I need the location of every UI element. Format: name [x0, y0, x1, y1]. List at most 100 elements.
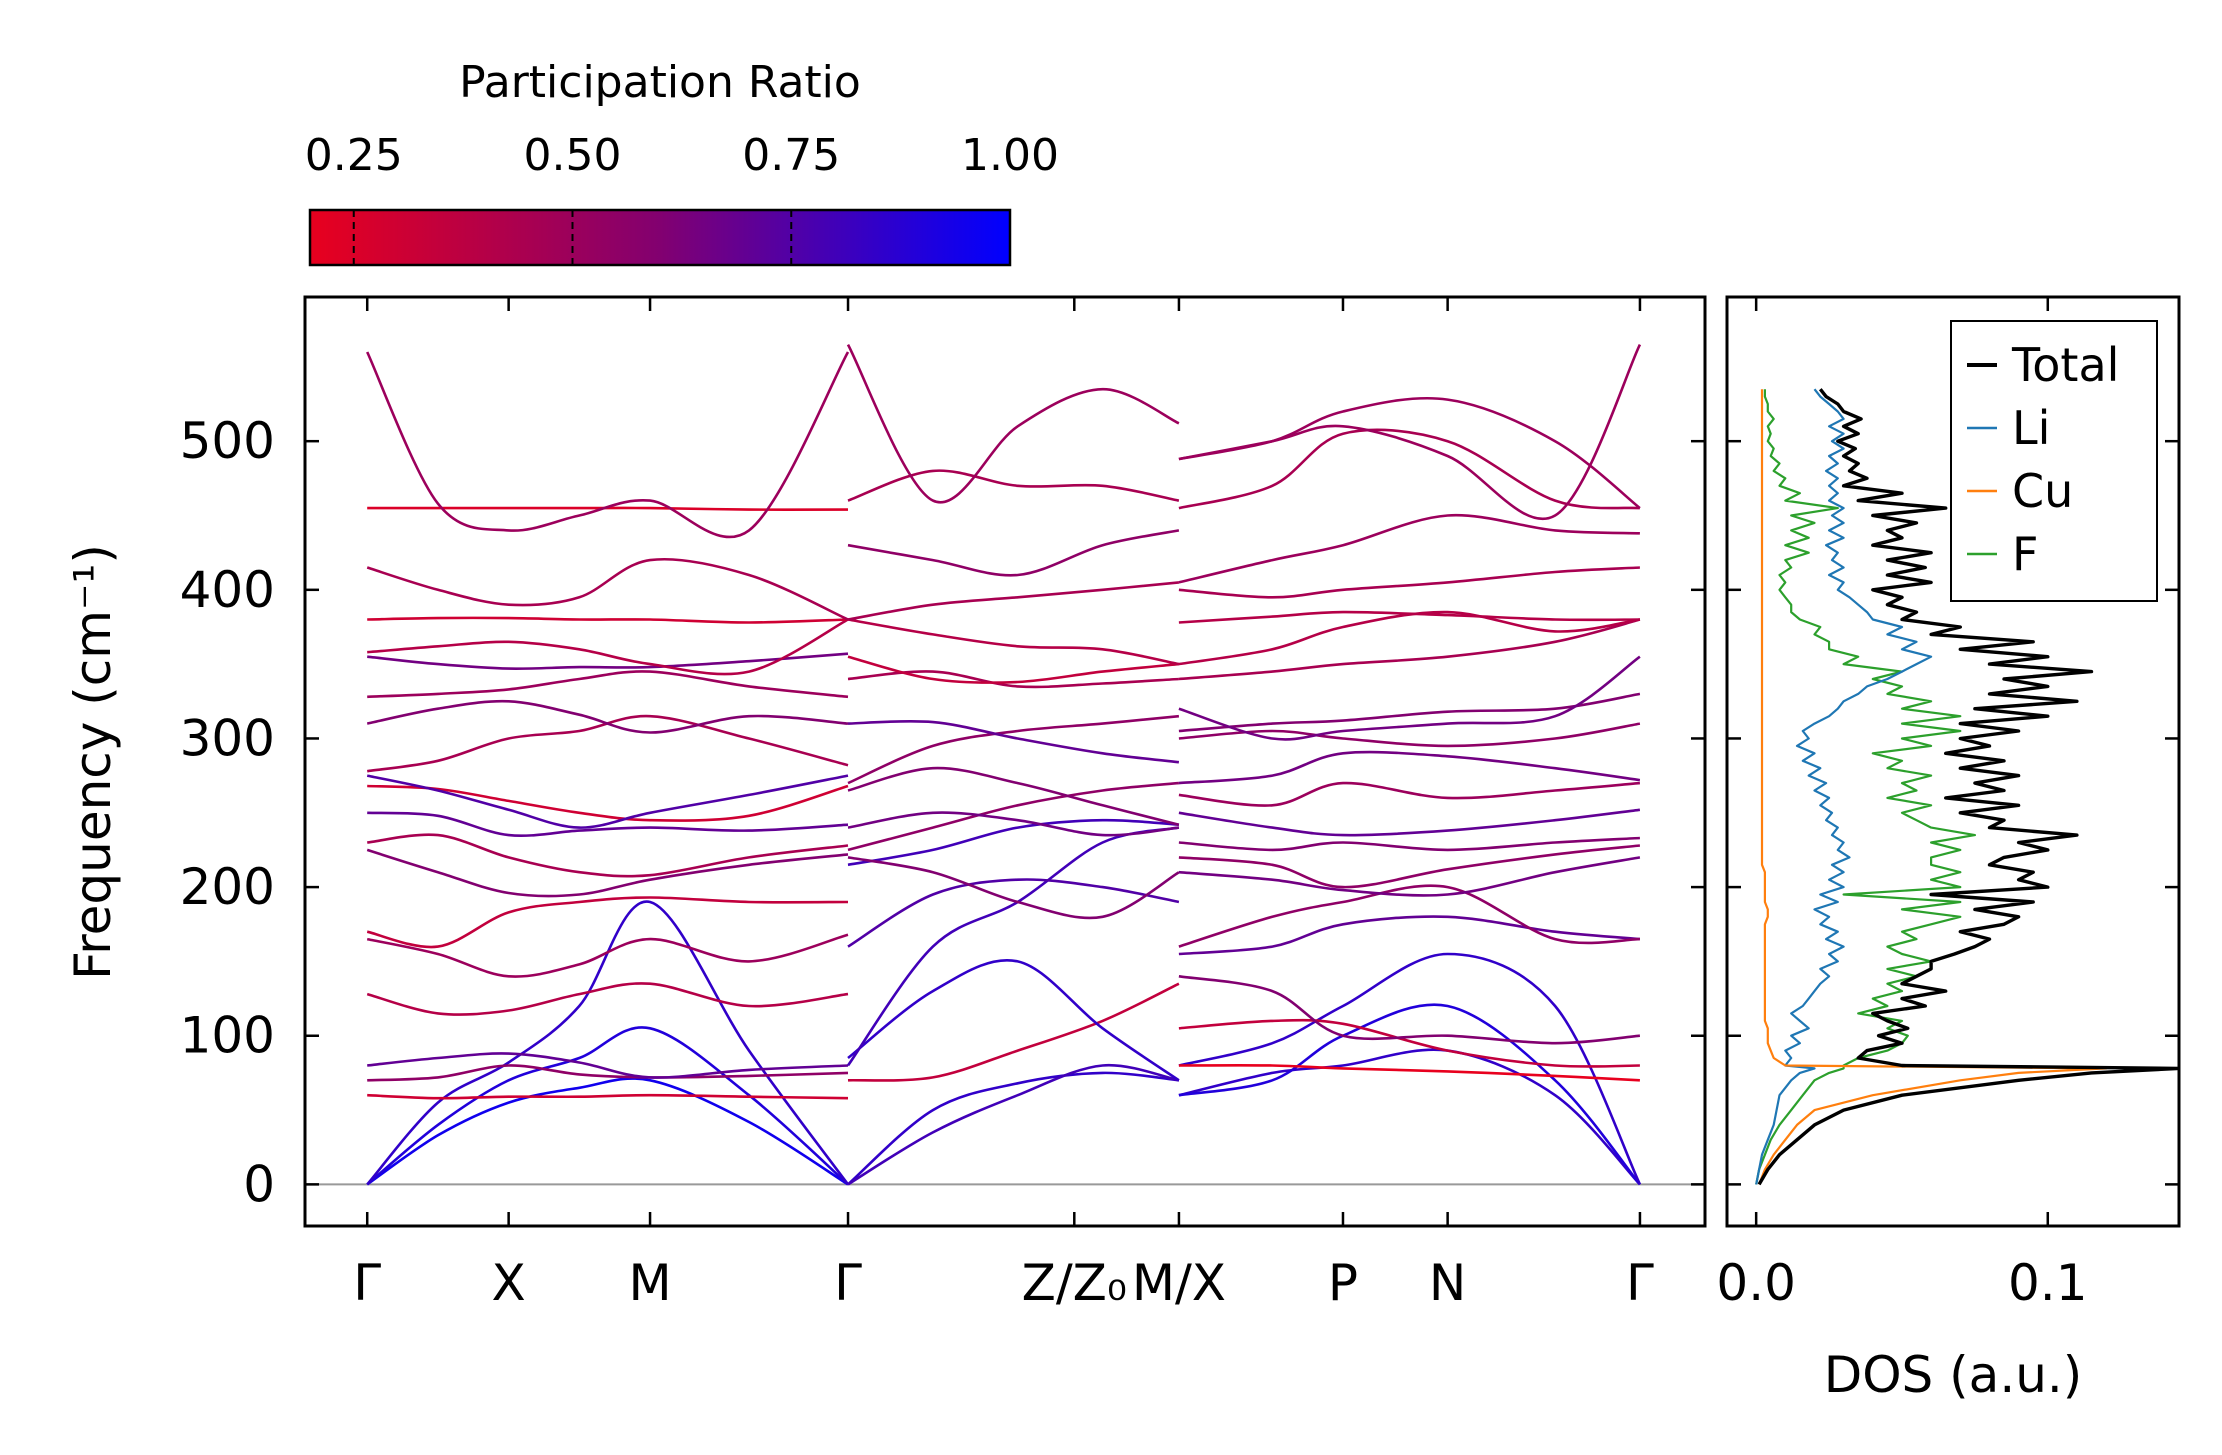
y-axis-label: Frequency (cm⁻¹) [64, 544, 122, 980]
phonon-band [366, 900, 850, 1186]
phonon-band [847, 958, 1180, 1082]
legend-label: Total [2011, 338, 2119, 392]
dos-line-cu [1758, 389, 2108, 1185]
phonon-band [366, 351, 850, 539]
phonon-band [367, 670, 849, 699]
colorbar-gradient [308, 208, 1012, 267]
phonon-band [367, 784, 849, 822]
phonon-band [847, 811, 1180, 837]
y-tick-label: 300 [180, 709, 275, 767]
colorbar-tick-label: 0.75 [742, 130, 840, 181]
phonon-band [1178, 1048, 1641, 1186]
phonon-band [1178, 884, 1640, 948]
phonon-band [847, 878, 1180, 948]
phonon-band [847, 670, 1179, 689]
phonon-band [1178, 655, 1641, 741]
phonon-band [847, 581, 1180, 621]
phonon-band [1178, 836, 1640, 852]
phonon-band [366, 848, 849, 898]
phonon-band [1178, 750, 1641, 785]
phonon-band [846, 826, 1180, 1067]
legend-label: Cu [2012, 464, 2073, 518]
x-tick-label: X [492, 1254, 526, 1312]
phonon-band [1178, 844, 1641, 889]
phonon-band [1178, 1063, 1640, 1082]
phonon-band [847, 1063, 1180, 1186]
phonon-band [1178, 396, 1641, 510]
phonon-band [846, 343, 1180, 504]
legend-label: Li [2012, 401, 2050, 455]
x-tick-label: N [1429, 1254, 1466, 1312]
phonon-band [847, 766, 1180, 826]
phonon-band [1178, 1018, 1640, 1068]
phonon-band [847, 781, 1180, 852]
phonon-band [1178, 513, 1640, 584]
dos-x-tick-label: 0.1 [2008, 1254, 2088, 1312]
dos-line-f [1755, 389, 1976, 1185]
phonon-band [1178, 915, 1641, 956]
x-tick-label: P [1328, 1254, 1358, 1312]
phonon-band [847, 818, 1179, 867]
phonon-band [1178, 722, 1641, 748]
phonon-band [1178, 692, 1641, 733]
phonon-band [366, 1026, 849, 1186]
phonon-band [366, 1077, 849, 1186]
phonon-band [367, 833, 849, 878]
phonon-band [366, 982, 849, 1016]
phonon-band [367, 811, 849, 837]
dos-panel: 0.0 0.1 DOS (a.u.) Total Li Cu F [1716, 295, 2181, 1404]
legend-label: F [2012, 527, 2038, 581]
phonon-band [847, 982, 1180, 1082]
y-tick-label: 0 [243, 1155, 275, 1213]
dos-x-tick-label: 0.0 [1716, 1254, 1796, 1312]
x-tick-label: M [628, 1254, 671, 1312]
dos-frame [1725, 295, 2181, 1228]
phonon-band [367, 506, 849, 511]
phonon-band [367, 1052, 849, 1079]
phonon-band [366, 557, 849, 621]
phonon-band [847, 529, 1180, 577]
y-tick-label: 400 [180, 561, 275, 619]
phonon-band [1178, 428, 1641, 510]
phonon-band [847, 655, 1180, 684]
y-tick-label: 200 [180, 858, 275, 916]
phonon-band [847, 719, 1180, 764]
phonon-band [847, 1071, 1180, 1186]
phonon-band [847, 714, 1180, 785]
phonon-band [1178, 781, 1641, 807]
colorbar-tick-label: 0.25 [305, 130, 403, 181]
phonon-band [367, 618, 849, 676]
phonon-band [1178, 566, 1640, 599]
y-tick-label: 500 [180, 412, 275, 470]
phonon-band [366, 699, 849, 734]
x-tick-label: M/X [1132, 1254, 1226, 1312]
y-tick-label: 100 [180, 1007, 275, 1065]
phonon-band [367, 1064, 849, 1082]
x-tick-label: Z/Z₀ [1022, 1254, 1127, 1312]
colorbar-label: Participation Ratio [459, 57, 861, 108]
phonon-band [367, 616, 849, 624]
band-structure-frame [303, 295, 1707, 1228]
phonon-band [1178, 618, 1641, 681]
colorbar-tick-label: 1.00 [961, 130, 1059, 181]
phonon-band [367, 1093, 849, 1100]
phonon-band [1178, 1003, 1641, 1186]
phonon-band [367, 652, 849, 670]
legend: Total Li Cu F [1950, 320, 2158, 602]
phonon-band [1178, 808, 1641, 837]
phonon-band [1178, 856, 1641, 897]
x-tick-label: Γ [834, 1254, 862, 1312]
phonon-band [847, 469, 1180, 502]
dos-line-total [1757, 388, 2179, 1186]
phonon-band [1178, 975, 1641, 1045]
phonon-band [367, 714, 849, 773]
phonon-band [1178, 610, 1640, 624]
band-structure-panel: Γ X M Γ Z/Z₀ M/X P N Γ 0 100 200 300 400 500 Frequenc… [64, 295, 1707, 1312]
colorbar-tick-label: 0.50 [524, 130, 622, 181]
x-tick-label: Γ [353, 1254, 381, 1312]
phonon-band [366, 933, 849, 978]
dos-line-li [1755, 388, 1933, 1185]
phonon-band [1178, 610, 1641, 666]
colorbar: Participation Ratio 0.25 0.50 0.75 1.00 [305, 57, 1059, 267]
